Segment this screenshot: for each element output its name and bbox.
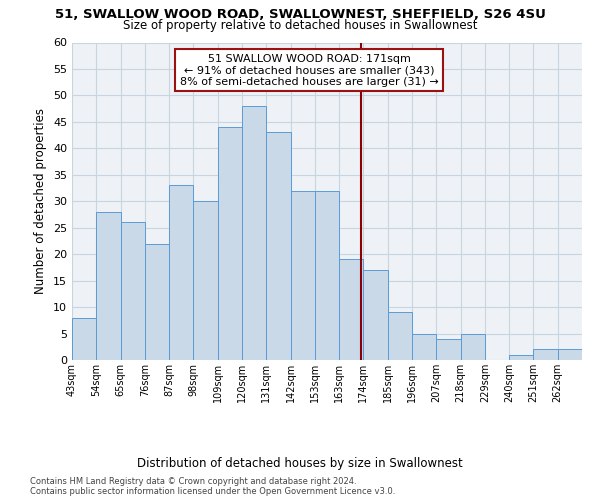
- Text: Size of property relative to detached houses in Swallownest: Size of property relative to detached ho…: [123, 19, 477, 32]
- Bar: [533, 350, 558, 360]
- Bar: [121, 222, 145, 360]
- Text: Distribution of detached houses by size in Swallownest: Distribution of detached houses by size …: [137, 458, 463, 470]
- Bar: [558, 350, 582, 360]
- Bar: [145, 244, 169, 360]
- Text: Contains HM Land Registry data © Crown copyright and database right 2024.: Contains HM Land Registry data © Crown c…: [30, 478, 356, 486]
- Text: 51, SWALLOW WOOD ROAD, SWALLOWNEST, SHEFFIELD, S26 4SU: 51, SWALLOW WOOD ROAD, SWALLOWNEST, SHEF…: [55, 8, 545, 20]
- Bar: [461, 334, 485, 360]
- Bar: [339, 260, 364, 360]
- Text: Contains public sector information licensed under the Open Government Licence v3: Contains public sector information licen…: [30, 488, 395, 496]
- Bar: [218, 127, 242, 360]
- Y-axis label: Number of detached properties: Number of detached properties: [34, 108, 47, 294]
- Bar: [266, 132, 290, 360]
- Bar: [436, 339, 461, 360]
- Bar: [364, 270, 388, 360]
- Bar: [72, 318, 96, 360]
- Bar: [509, 354, 533, 360]
- Bar: [290, 190, 315, 360]
- Bar: [193, 201, 218, 360]
- Text: 51 SWALLOW WOOD ROAD: 171sqm
← 91% of detached houses are smaller (343)
8% of se: 51 SWALLOW WOOD ROAD: 171sqm ← 91% of de…: [180, 54, 439, 87]
- Bar: [96, 212, 121, 360]
- Bar: [315, 190, 339, 360]
- Bar: [169, 186, 193, 360]
- Bar: [242, 106, 266, 360]
- Bar: [388, 312, 412, 360]
- Bar: [412, 334, 436, 360]
